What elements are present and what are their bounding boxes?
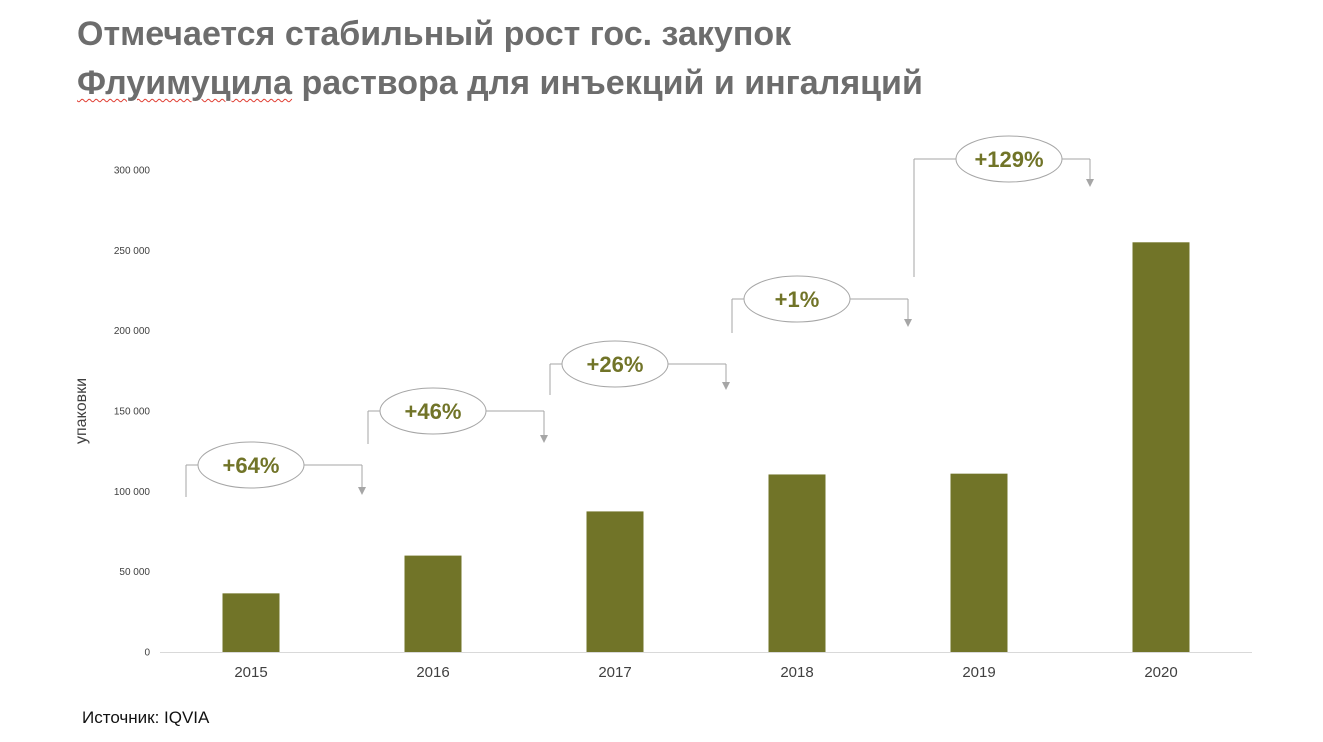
x-tick-label: 2017: [598, 664, 631, 681]
growth-label: +129%: [974, 147, 1043, 172]
title-brand-word: Флуимуцила: [77, 64, 293, 102]
growth-bubble: [743, 275, 851, 323]
y-axis-title: упаковки: [73, 378, 90, 444]
growth-label: +26%: [587, 352, 644, 377]
bar: [586, 511, 644, 652]
growth-arrowhead: [904, 319, 912, 327]
growth-label: +64%: [223, 453, 280, 478]
bar: [950, 473, 1008, 652]
x-axis: 2015 2016 2017 2018 2019 2020: [160, 652, 1252, 681]
y-tick-label: 0: [144, 648, 150, 659]
bar: [1132, 242, 1190, 653]
growth-bubble: [379, 387, 487, 435]
x-tick-label: 2018: [780, 664, 813, 681]
growth-label: +46%: [405, 399, 462, 424]
x-tick-label: 2015: [234, 664, 267, 681]
x-tick-label: 2016: [416, 664, 449, 681]
growth-arrowhead: [722, 382, 730, 390]
x-tick-label: 2019: [962, 664, 995, 681]
growth-annotations: +64% +46% +26% +1% +129%: [185, 135, 1094, 497]
y-tick-label: 200 000: [114, 326, 151, 337]
y-tick-label: 250 000: [114, 246, 151, 257]
y-axis: 0 50 000 100 000 150 000 200 000 250 000 300 0…: [73, 166, 150, 659]
title-line-1: Отмечается стабильный рост гос. закупок: [77, 15, 792, 53]
growth-bubble: [561, 340, 669, 388]
bars: [222, 242, 1190, 653]
bar: [768, 474, 826, 652]
x-tick-label: 2020: [1144, 664, 1177, 681]
y-tick-label: 50 000: [119, 567, 150, 578]
growth-arrowhead: [358, 487, 366, 495]
growth-arrowhead: [540, 435, 548, 443]
slide-title: Отмечается стабильный рост гос. закупок …: [77, 10, 923, 108]
growth-arrowhead: [1086, 179, 1094, 187]
growth-label: +1%: [775, 287, 820, 312]
bar: [404, 555, 462, 652]
title-line-2-rest: раствора для инъекций и ингаляций: [292, 64, 923, 102]
bar: [222, 593, 280, 652]
y-tick-label: 300 000: [114, 166, 151, 177]
y-tick-label: 150 000: [114, 407, 151, 418]
growth-bubble: [955, 135, 1063, 183]
source-note: Источник: IQVIA: [82, 708, 210, 727]
growth-bubble: [197, 441, 305, 489]
y-tick-label: 100 000: [114, 487, 151, 498]
